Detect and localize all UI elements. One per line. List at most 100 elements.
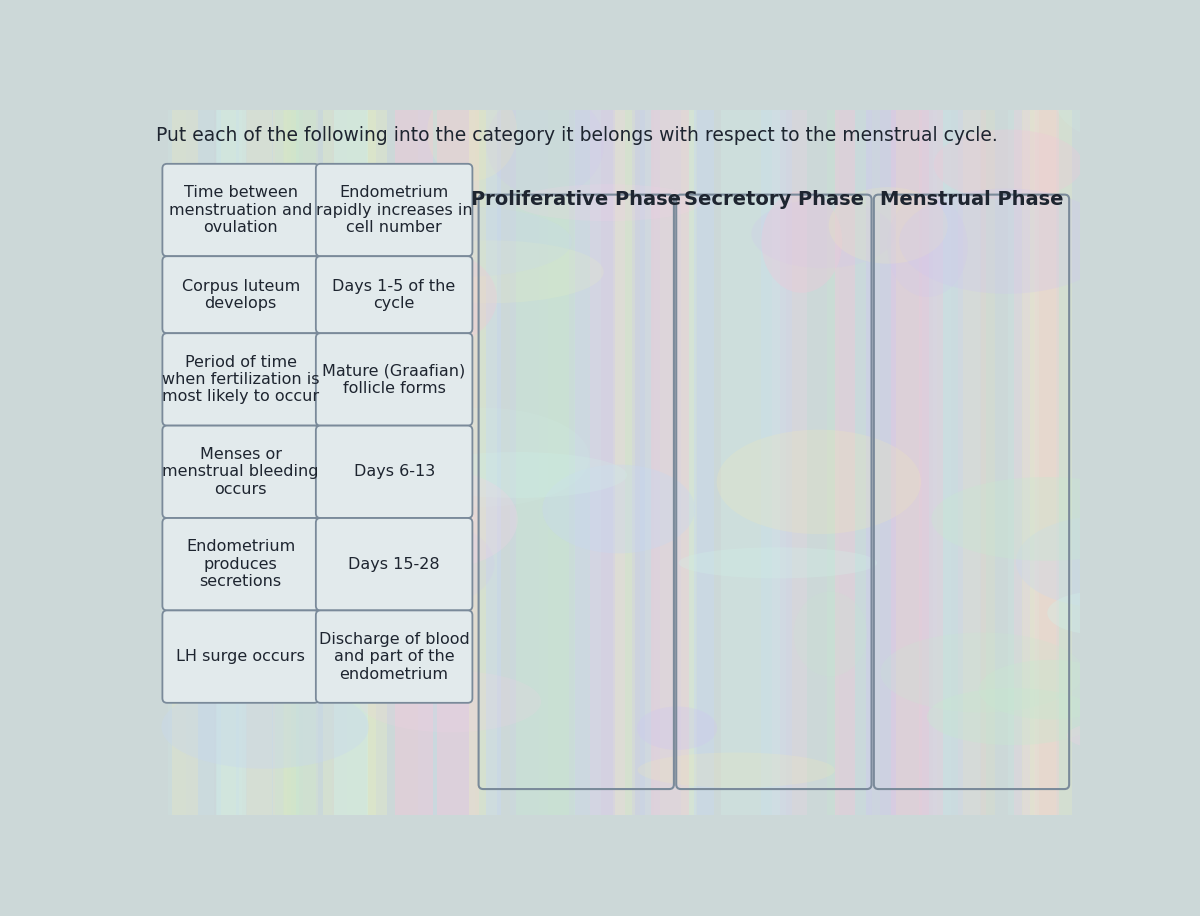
Bar [964,110,995,815]
Text: Days 15-28: Days 15-28 [348,557,440,572]
Bar [217,110,242,815]
Bar [437,110,479,815]
Bar [694,110,714,815]
Text: Secretory Phase: Secretory Phase [684,190,864,209]
Bar [283,110,299,815]
Bar [920,110,937,815]
FancyBboxPatch shape [316,610,473,703]
Bar [367,110,388,815]
Text: Time between
menstruation and
ovulation: Time between menstruation and ovulation [169,185,312,234]
Bar [932,110,950,815]
Bar [1033,110,1057,815]
Bar [661,110,682,815]
Ellipse shape [1048,592,1150,635]
Bar [631,110,660,815]
Bar [510,110,548,815]
Bar [216,110,246,815]
Ellipse shape [793,592,868,676]
Ellipse shape [637,753,835,788]
Ellipse shape [1067,717,1200,754]
Ellipse shape [160,520,350,631]
Ellipse shape [899,189,1115,294]
Bar [923,110,980,815]
Bar [772,110,808,815]
Bar [640,110,661,815]
Bar [654,110,696,815]
Text: LH surge occurs: LH surge occurs [176,649,305,664]
Ellipse shape [515,184,701,221]
Text: Discharge of blood
and part of the
endometrium: Discharge of blood and part of the endom… [319,632,469,682]
Ellipse shape [427,84,517,180]
Bar [835,110,856,815]
FancyBboxPatch shape [162,610,319,703]
Ellipse shape [931,477,1162,561]
Ellipse shape [162,684,368,769]
Bar [590,110,625,815]
Bar [839,110,872,815]
Ellipse shape [185,352,415,414]
Bar [890,110,929,815]
Bar [650,110,690,815]
Ellipse shape [762,191,842,293]
Bar [334,110,367,815]
Bar [516,110,576,815]
Text: Put each of the following into the category it belongs with respect to the menst: Put each of the following into the categ… [156,126,998,145]
Ellipse shape [407,452,626,498]
Ellipse shape [637,706,718,750]
Ellipse shape [317,296,451,380]
Ellipse shape [751,200,895,268]
Bar [274,110,296,815]
FancyBboxPatch shape [316,256,473,333]
Bar [1024,110,1037,815]
Bar [613,110,635,815]
Bar [919,110,943,815]
Ellipse shape [377,240,604,303]
Bar [1030,110,1072,815]
Bar [221,110,272,815]
Ellipse shape [340,518,494,610]
FancyBboxPatch shape [162,333,319,426]
Bar [323,110,376,815]
Ellipse shape [887,196,967,297]
Bar [236,110,283,815]
Ellipse shape [371,250,497,346]
Text: Menstrual Phase: Menstrual Phase [880,190,1063,209]
Bar [929,110,979,815]
Text: Endometrium
produces
secretions: Endometrium produces secretions [186,540,295,589]
Text: Mature (Graafian)
follicle forms: Mature (Graafian) follicle forms [323,364,466,396]
Text: Days 6-13: Days 6-13 [354,464,434,479]
Ellipse shape [934,129,1082,200]
Bar [239,110,290,815]
Bar [316,110,347,815]
Bar [761,110,786,815]
FancyBboxPatch shape [162,256,319,333]
Bar [186,110,247,815]
Text: Period of time
when fertilization is
most likely to occur: Period of time when fertilization is mos… [162,354,319,404]
FancyBboxPatch shape [162,426,319,518]
Text: Days 1-5 of the
cycle: Days 1-5 of the cycle [332,278,456,311]
Bar [283,110,318,815]
Bar [418,110,475,815]
Ellipse shape [343,260,451,307]
Bar [835,110,871,815]
Ellipse shape [1055,60,1189,141]
Bar [761,110,792,815]
Ellipse shape [182,177,341,284]
FancyBboxPatch shape [316,426,473,518]
FancyBboxPatch shape [316,164,473,256]
Bar [1022,110,1056,815]
Ellipse shape [679,548,877,578]
Bar [275,110,304,815]
Ellipse shape [397,30,470,111]
Bar [958,110,986,815]
FancyBboxPatch shape [316,333,473,426]
FancyBboxPatch shape [162,518,319,610]
Bar [395,110,433,815]
Bar [1034,110,1060,815]
Bar [469,110,498,815]
Ellipse shape [349,206,571,277]
Ellipse shape [359,470,517,569]
Ellipse shape [374,408,589,507]
Bar [721,110,780,815]
Ellipse shape [1016,516,1193,607]
